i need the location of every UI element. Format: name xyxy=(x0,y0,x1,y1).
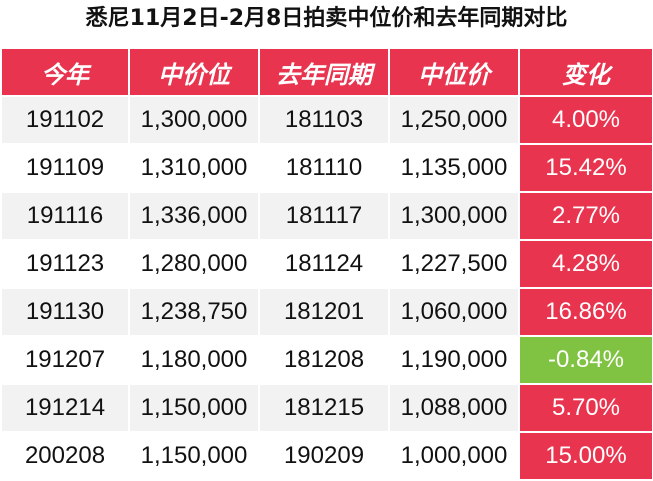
cell-change: 2.77% xyxy=(520,191,652,239)
cell-median: 1,280,000 xyxy=(130,239,260,287)
cell-last-median: 1,088,000 xyxy=(390,383,520,431)
cell-this-year: 191102 xyxy=(2,95,130,143)
cell-last-median: 1,135,000 xyxy=(390,143,520,191)
cell-last-year: 181103 xyxy=(260,95,390,143)
cell-last-year: 181201 xyxy=(260,287,390,335)
table-row: 191109 1,310,000 181110 1,135,000 15.42% xyxy=(2,143,652,191)
cell-median: 1,150,000 xyxy=(130,383,260,431)
cell-change: 15.42% xyxy=(520,143,652,191)
table-row: 191214 1,150,000 181215 1,088,000 5.70% xyxy=(2,383,652,431)
table-row: 191130 1,238,750 181201 1,060,000 16.86% xyxy=(2,287,652,335)
cell-change: 5.70% xyxy=(520,383,652,431)
cell-last-year: 190209 xyxy=(260,431,390,479)
cell-last-median: 1,060,000 xyxy=(390,287,520,335)
cell-last-year: 181110 xyxy=(260,143,390,191)
cell-last-median: 1,190,000 xyxy=(390,335,520,383)
header-this-year: 今年 xyxy=(2,49,130,95)
cell-change: -0.84% xyxy=(520,335,652,383)
table-row: 191102 1,300,000 181103 1,250,000 4.00% xyxy=(2,95,652,143)
cell-last-year: 181208 xyxy=(260,335,390,383)
cell-this-year: 191109 xyxy=(2,143,130,191)
cell-change: 15.00% xyxy=(520,431,652,479)
cell-change: 4.28% xyxy=(520,239,652,287)
cell-median: 1,300,000 xyxy=(130,95,260,143)
cell-median: 1,238,750 xyxy=(130,287,260,335)
table-row: 200208 1,150,000 190209 1,000,000 15.00% xyxy=(2,431,652,479)
cell-median: 1,150,000 xyxy=(130,431,260,479)
cell-change: 4.00% xyxy=(520,95,652,143)
cell-last-median: 1,227,500 xyxy=(390,239,520,287)
cell-change: 16.86% xyxy=(520,287,652,335)
page-title: 悉尼11月2日-2月8日拍卖中位价和去年同期对比 xyxy=(85,6,568,31)
table-row: 191207 1,180,000 181208 1,190,000 -0.84% xyxy=(2,335,652,383)
table-header-row: 今年 中价位 去年同期 中位价 变化 xyxy=(2,49,652,95)
cell-last-year: 181215 xyxy=(260,383,390,431)
cell-last-median: 1,000,000 xyxy=(390,431,520,479)
cell-median: 1,336,000 xyxy=(130,191,260,239)
cell-this-year: 191130 xyxy=(2,287,130,335)
cell-last-year: 181124 xyxy=(260,239,390,287)
cell-last-median: 1,250,000 xyxy=(390,95,520,143)
cell-this-year: 200208 xyxy=(2,431,130,479)
cell-median: 1,310,000 xyxy=(130,143,260,191)
cell-last-median: 1,300,000 xyxy=(390,191,520,239)
cell-median: 1,180,000 xyxy=(130,335,260,383)
cell-this-year: 191116 xyxy=(2,191,130,239)
header-last-year: 去年同期 xyxy=(260,49,390,95)
cell-last-year: 181117 xyxy=(260,191,390,239)
cell-this-year: 191123 xyxy=(2,239,130,287)
cell-this-year: 191214 xyxy=(2,383,130,431)
table-row: 191123 1,280,000 181124 1,227,500 4.28% xyxy=(2,239,652,287)
cell-this-year: 191207 xyxy=(2,335,130,383)
header-last-median: 中位价 xyxy=(390,49,520,95)
header-change: 变化 xyxy=(520,49,652,95)
comparison-table: 今年 中价位 去年同期 中位价 变化 191102 1,300,000 1811… xyxy=(2,49,652,479)
header-median: 中价位 xyxy=(130,49,260,95)
table-row: 191116 1,336,000 181117 1,300,000 2.77% xyxy=(2,191,652,239)
